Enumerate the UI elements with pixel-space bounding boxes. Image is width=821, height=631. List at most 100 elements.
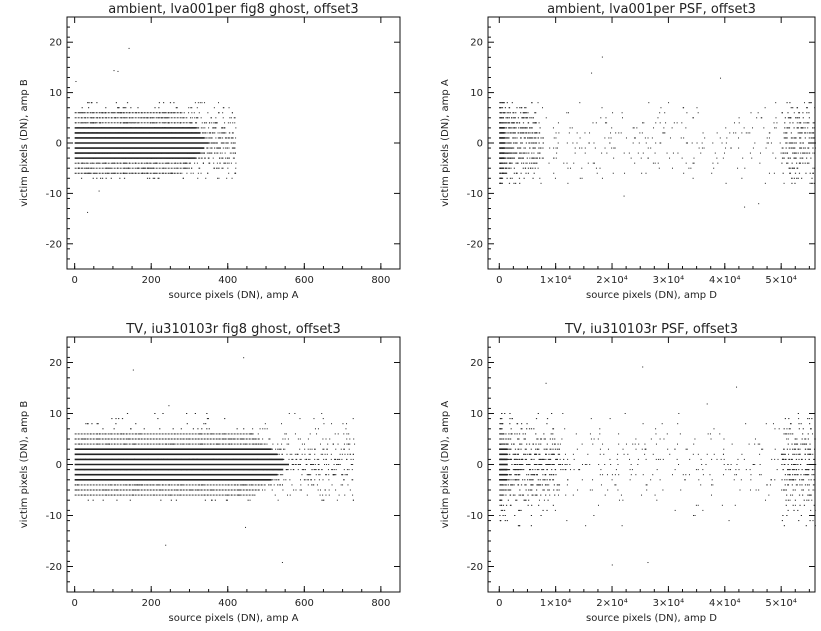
scatter-point [229, 438, 231, 440]
scatter-point [802, 433, 804, 435]
scatter-point [198, 167, 200, 169]
scatter-point [222, 137, 224, 139]
scatter-point [317, 428, 319, 430]
scatter-point [133, 122, 135, 124]
scatter-point [797, 464, 799, 465]
scatter-point [785, 147, 787, 149]
scatter-point [702, 469, 704, 471]
scatter-point [773, 122, 775, 124]
scatter-point [228, 162, 230, 164]
scatter-point [278, 484, 280, 486]
scatter-point [211, 122, 213, 124]
scatter-point [713, 167, 715, 169]
scatter-point [554, 448, 557, 450]
scatter-point [509, 448, 511, 450]
scatter-point [792, 147, 794, 149]
scatter-point [340, 448, 342, 450]
scatter-point-outlier [128, 47, 130, 49]
scatter-point [653, 127, 655, 129]
scatter-point [229, 152, 231, 154]
scatter-point [542, 509, 544, 511]
scatter-point [170, 443, 172, 445]
scatter-point [521, 443, 523, 445]
scatter-point [549, 479, 551, 481]
scatter-point [190, 172, 192, 174]
scatter-point [782, 147, 784, 149]
scatter-point [799, 147, 801, 149]
scatter-point [517, 132, 519, 134]
scatter-point [85, 167, 87, 169]
scatter-point [515, 479, 517, 481]
scatter-point [323, 423, 325, 425]
scatter-point [723, 458, 725, 460]
y-tick-label: -20 [46, 562, 62, 573]
scatter-point [669, 157, 671, 159]
scatter-point [685, 127, 687, 129]
scatter-point [533, 428, 535, 430]
scatter-point [499, 423, 501, 425]
scatter-point [774, 479, 776, 481]
scatter-point [537, 152, 539, 154]
scatter-point [301, 469, 303, 471]
x-tick-label: 400 [218, 275, 237, 286]
scatter-point [521, 162, 523, 164]
scatter-point [519, 107, 521, 109]
scatter-point [810, 453, 812, 455]
scatter-point [507, 499, 509, 501]
scatter-point [810, 182, 813, 184]
scatter-point [347, 443, 349, 445]
scatter-point [700, 484, 702, 486]
scatter-point [794, 147, 796, 149]
scatter-point [94, 172, 96, 174]
scatter-point [794, 182, 796, 184]
scatter-point [545, 458, 547, 460]
scatter-point-outlier [165, 544, 167, 546]
scatter-point [784, 484, 786, 486]
scatter-point [555, 157, 557, 159]
scatter-point [539, 464, 541, 465]
scatter-point [537, 413, 539, 414]
scatter-point [297, 469, 299, 471]
scatter-point [513, 112, 515, 114]
scatter-point [550, 464, 552, 465]
scatter-point [581, 147, 583, 149]
scatter-point [632, 127, 634, 129]
scatter-point [604, 494, 606, 496]
scatter-point [792, 453, 794, 455]
scatter-point [734, 474, 736, 476]
scatter-point-outlier [611, 564, 613, 566]
scatter-point [553, 464, 555, 465]
scatter-point [784, 474, 786, 476]
scatter-point [530, 484, 532, 486]
scatter-point [528, 132, 530, 134]
scatter-point [225, 137, 227, 139]
scatter-point [610, 137, 612, 139]
scatter-point [286, 453, 288, 455]
scatter-point [666, 433, 668, 435]
scatter-point [796, 177, 798, 179]
scatter-point [531, 494, 533, 496]
scatter-point [522, 494, 524, 496]
scatter-point [513, 182, 515, 184]
scatter-point [299, 438, 301, 440]
scatter-point [799, 484, 801, 486]
scatter-point [517, 448, 519, 450]
scatter-point [637, 458, 639, 460]
scatter-point [813, 458, 815, 460]
scatter-point [633, 137, 635, 139]
scatter-point [284, 433, 286, 435]
scatter-point [268, 438, 270, 440]
scatter-point [514, 117, 516, 119]
scatter-point [745, 469, 747, 471]
scatter-point [169, 494, 171, 496]
scatter-point [342, 484, 344, 486]
scatter-point [558, 484, 561, 486]
scatter-point [507, 453, 509, 455]
scatter-point [642, 152, 644, 154]
scatter-point [700, 458, 702, 460]
scatter-point [536, 494, 538, 496]
scatter-point [157, 117, 160, 119]
scatter-point [557, 122, 559, 124]
x-tick-label: 600 [295, 275, 314, 286]
scatter-point [511, 418, 513, 420]
